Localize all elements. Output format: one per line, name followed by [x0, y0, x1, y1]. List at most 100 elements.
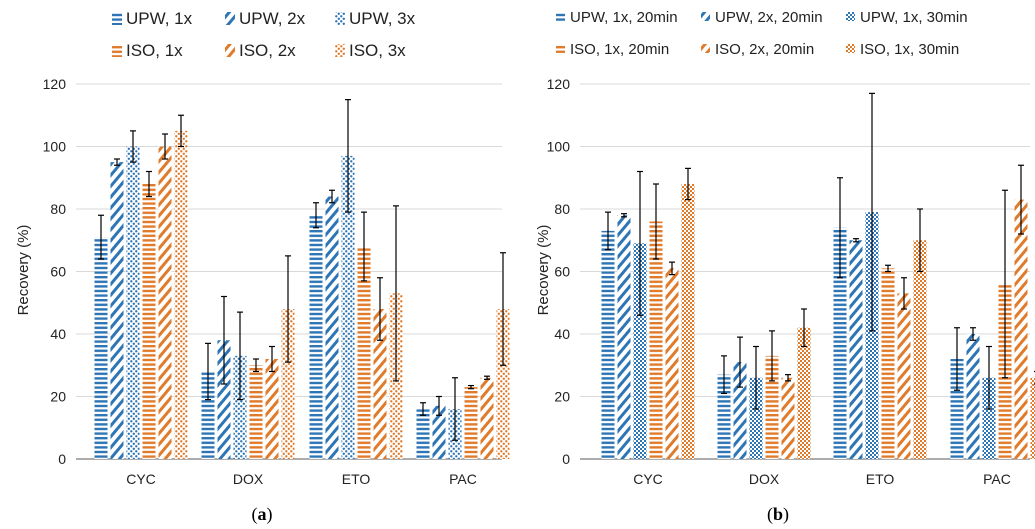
bars-a: [94, 130, 510, 459]
error-bar: [146, 170, 152, 198]
error-bar: [345, 99, 351, 213]
y-tick-label: 80: [50, 201, 66, 217]
y-tick-label: 0: [562, 451, 570, 467]
error-bar: [205, 342, 211, 401]
bar: [982, 377, 996, 459]
bar: [281, 309, 295, 459]
bar: [341, 155, 355, 459]
y-axis-title-b: Recovery (%): [535, 225, 552, 316]
legend-swatch: [556, 12, 565, 21]
legend-swatch: [335, 12, 345, 25]
error-bar: [98, 214, 104, 260]
error-bar: [253, 358, 259, 373]
error-bar: [361, 211, 367, 282]
bar: [966, 334, 980, 459]
category-label: ETO: [342, 471, 371, 487]
bar: [126, 146, 140, 459]
bar: [416, 409, 430, 459]
bar: [1030, 377, 1035, 459]
category-label: CYC: [126, 471, 156, 487]
error-bar: [285, 255, 291, 363]
legend-label: ISO, 2x, 20min: [715, 41, 814, 58]
error-bar: [901, 277, 907, 310]
bar: [617, 215, 631, 459]
error-bar: [452, 377, 458, 441]
error-bar: [621, 213, 627, 218]
error-bar: [178, 114, 184, 148]
bar: [174, 130, 188, 459]
bar: [373, 309, 387, 459]
legend-label: ISO, 1x, 30min: [860, 41, 959, 58]
error-bar: [1018, 164, 1024, 235]
legend-item: ISO, 2x, 20min: [701, 41, 814, 58]
legend-swatch: [225, 44, 235, 57]
bar: [950, 359, 964, 459]
y-tick-label: 100: [547, 139, 571, 155]
legend-a: UPW, 1x UPW, 2x UPW, 3x ISO, 1x ISO, 2x ISO, …: [112, 9, 416, 60]
error-bar: [393, 205, 399, 382]
legend-swatch: [335, 44, 345, 57]
y-tick-label: 20: [50, 389, 66, 405]
error-bar: [853, 238, 859, 243]
bar: [897, 293, 911, 459]
y-tick-label: 60: [50, 264, 66, 280]
legend-label: ISO, 2x: [239, 41, 296, 60]
y-axis-title-a: Recovery (%): [15, 225, 32, 316]
error-bar: [986, 345, 992, 410]
bar: [464, 387, 478, 459]
bar: [432, 405, 446, 459]
error-bar: [885, 264, 891, 273]
y-tick-label: 120: [547, 76, 571, 92]
category-label: CYC: [633, 471, 663, 487]
error-bar: [436, 395, 442, 416]
legend-item: UPW, 1x, 30min: [846, 9, 968, 26]
y-tick-label: 80: [554, 201, 570, 217]
error-bar: [769, 330, 775, 382]
legend-label: UPW, 1x, 30min: [860, 9, 968, 26]
error-bar: [637, 170, 643, 316]
bar: [665, 268, 679, 459]
error-bars-a: [98, 99, 506, 441]
bar: [749, 377, 763, 459]
bar: [158, 146, 172, 459]
error-bar: [653, 183, 659, 260]
legend-item: ISO, 1x: [112, 41, 183, 60]
bar: [765, 355, 779, 459]
legend-b: UPW, 1x, 20min UPW, 2x, 20min UPW, 1x, 30m…: [556, 9, 968, 58]
bar: [865, 212, 879, 459]
error-bar: [917, 208, 923, 273]
bar: [249, 365, 263, 459]
y-tick-labels-a: 0 20 40 60 80 100 120: [43, 76, 67, 467]
legend-item: UPW, 3x: [335, 9, 416, 28]
panel-label-a-close: ): [267, 504, 273, 525]
error-bar: [737, 336, 743, 388]
bar: [601, 230, 615, 459]
panel-label-b-open: (: [767, 504, 773, 525]
legend-swatch: [846, 44, 855, 53]
bar: [110, 162, 124, 459]
error-bar: [801, 308, 807, 348]
bar: [265, 359, 279, 459]
y-tick-label: 40: [50, 326, 66, 342]
bar: [142, 184, 156, 459]
category-label: PAC: [449, 471, 477, 487]
panel-label-b: (b): [767, 504, 789, 525]
legend-item: UPW, 1x, 20min: [556, 9, 678, 26]
legend-item: ISO, 2x: [225, 41, 296, 60]
error-bar: [377, 277, 383, 341]
bar: [217, 340, 231, 459]
bar: [309, 215, 323, 459]
bar: [849, 240, 863, 459]
legend-label: ISO, 1x: [126, 41, 183, 60]
legend-label: UPW, 2x: [239, 9, 306, 28]
bar: [233, 355, 247, 459]
category-label: ETO: [866, 471, 895, 487]
error-bar: [420, 402, 426, 416]
panel-label-a-open: (: [252, 504, 258, 525]
bars-b: [601, 184, 1035, 459]
category-labels-a: CYC DOX ETO PAC: [126, 471, 477, 487]
bar: [649, 221, 663, 459]
legend-item: ISO, 3x: [335, 41, 406, 60]
error-bar: [221, 295, 227, 385]
